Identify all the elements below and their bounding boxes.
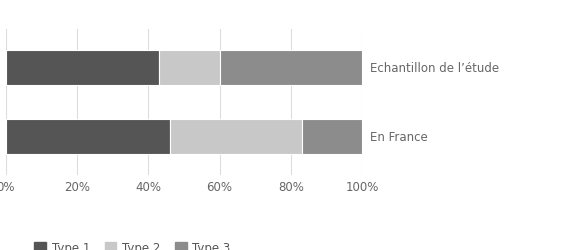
Bar [170, 120, 301, 154]
Bar [6, 120, 170, 154]
Text: En France: En France [370, 130, 428, 143]
Bar [6, 51, 159, 85]
Bar [159, 51, 220, 85]
Bar [220, 51, 362, 85]
Bar [301, 120, 362, 154]
Legend: Type 1, Type 2, Type 3: Type 1, Type 2, Type 3 [30, 236, 235, 250]
Text: Echantillon de l’étude: Echantillon de l’étude [370, 62, 499, 74]
